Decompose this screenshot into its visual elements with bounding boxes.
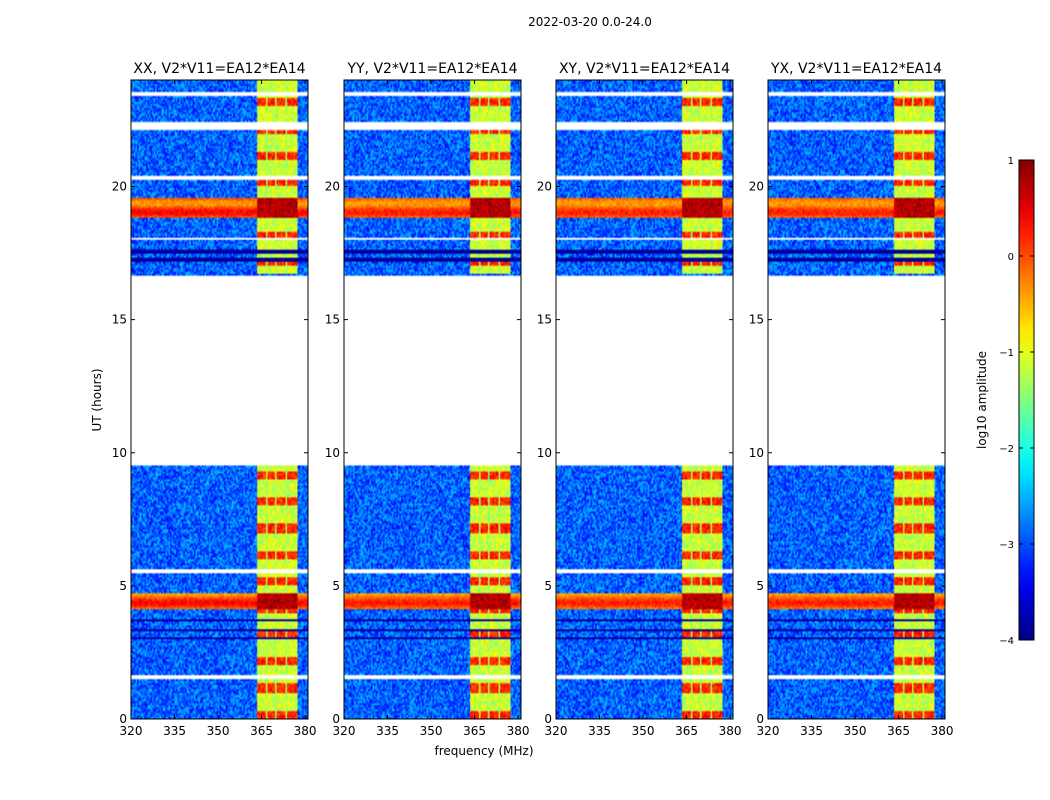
panel-title: YY, V2*V11=EA12*EA14: [346, 61, 517, 77]
y-tick-label: 10: [537, 446, 552, 460]
y-tick-label: 10: [325, 446, 340, 460]
y-tick-label: 5: [544, 579, 552, 593]
panel-4: YX, V2*V11=EA12*EA14 320 335 350 365 380 0 5 10 1…: [749, 61, 954, 738]
panel-3: XY, V2*V11=EA12*EA14 320 335 350 365 380 0 5 10 1…: [537, 61, 742, 738]
colorbar-scale: [1018, 159, 1035, 641]
heatmap-3: [556, 80, 733, 719]
x-tick-label: 365: [887, 724, 910, 738]
panel-2: YY, V2*V11=EA12*EA14 320 335 350 365 380 0 5 10 1…: [325, 61, 530, 738]
colorbar-tick-label: −4: [999, 636, 1014, 647]
x-tick-label: 335: [588, 724, 611, 738]
x-tick-label: 350: [420, 724, 443, 738]
colorbar-tick-label: −1: [999, 348, 1014, 359]
y-tick-label: 20: [325, 180, 340, 194]
y-tick-label: 20: [112, 180, 127, 194]
colorbar-tick-label: 1: [1008, 156, 1014, 167]
x-tick-label: 335: [163, 724, 186, 738]
y-tick-label: 10: [749, 446, 764, 460]
colorbar-tick-label: 0: [1008, 252, 1014, 263]
x-tick-label: 380: [719, 724, 742, 738]
panel-title: YX, V2*V11=EA12*EA14: [770, 61, 942, 77]
panel-title: XX, V2*V11=EA12*EA14: [133, 61, 305, 77]
y-tick-label: 5: [119, 579, 127, 593]
x-tick-label: 350: [632, 724, 655, 738]
y-tick-label: 0: [756, 712, 764, 726]
heatmap-4: [768, 80, 945, 719]
panels: XX, V2*V11=EA12*EA14 320 335 350 365 380 0 5 10 1…: [112, 61, 954, 738]
x-tick-label: 320: [545, 724, 568, 738]
panel-frame: [767, 79, 946, 720]
colorbar-tick-label: −2: [999, 444, 1014, 455]
x-tick-label: 335: [376, 724, 399, 738]
y-tick-label: 15: [112, 313, 127, 327]
heatmap-1: [131, 80, 308, 719]
x-tick-label: 365: [675, 724, 698, 738]
x-tick-label: 320: [757, 724, 780, 738]
y-tick-label: 15: [749, 313, 764, 327]
colorbar-tick-label: −3: [999, 540, 1014, 551]
panel-1: XX, V2*V11=EA12*EA14 320 335 350 365 380 0 5 10 1…: [112, 61, 317, 738]
x-tick-label: 320: [333, 724, 356, 738]
y-tick-label: 5: [332, 579, 340, 593]
panel-frame: [555, 79, 734, 720]
x-tick-label: 350: [207, 724, 230, 738]
x-tick-label: 365: [250, 724, 273, 738]
x-axis-label: frequency (MHz): [434, 744, 533, 758]
panel-title: XY, V2*V11=EA12*EA14: [559, 61, 730, 77]
y-tick-label: 0: [332, 712, 340, 726]
x-tick-label: 320: [120, 724, 143, 738]
y-tick-label: 20: [749, 180, 764, 194]
y-tick-label: 15: [537, 313, 552, 327]
y-tick-label: 15: [325, 313, 340, 327]
y-tick-label: 0: [119, 712, 127, 726]
x-tick-label: 380: [931, 724, 954, 738]
x-tick-label: 380: [507, 724, 530, 738]
y-tick-label: 5: [756, 579, 764, 593]
heatmap-2: [344, 80, 521, 719]
panel-frame: [130, 79, 309, 720]
panel-frame: [343, 79, 522, 720]
colorbar: 1 0 −1 −2 −3 −4 log10 amplitude: [975, 156, 1035, 647]
y-tick-label: 20: [537, 180, 552, 194]
x-tick-label: 335: [800, 724, 823, 738]
x-tick-label: 365: [463, 724, 486, 738]
y-axis-label: UT (hours): [90, 368, 104, 431]
x-tick-label: 350: [844, 724, 867, 738]
y-tick-label: 0: [544, 712, 552, 726]
figure-suptitle: 2022-03-20 0.0-24.0: [528, 15, 652, 29]
colorbar-label: log10 amplitude: [975, 351, 989, 449]
x-tick-label: 380: [294, 724, 317, 738]
y-tick-label: 10: [112, 446, 127, 460]
